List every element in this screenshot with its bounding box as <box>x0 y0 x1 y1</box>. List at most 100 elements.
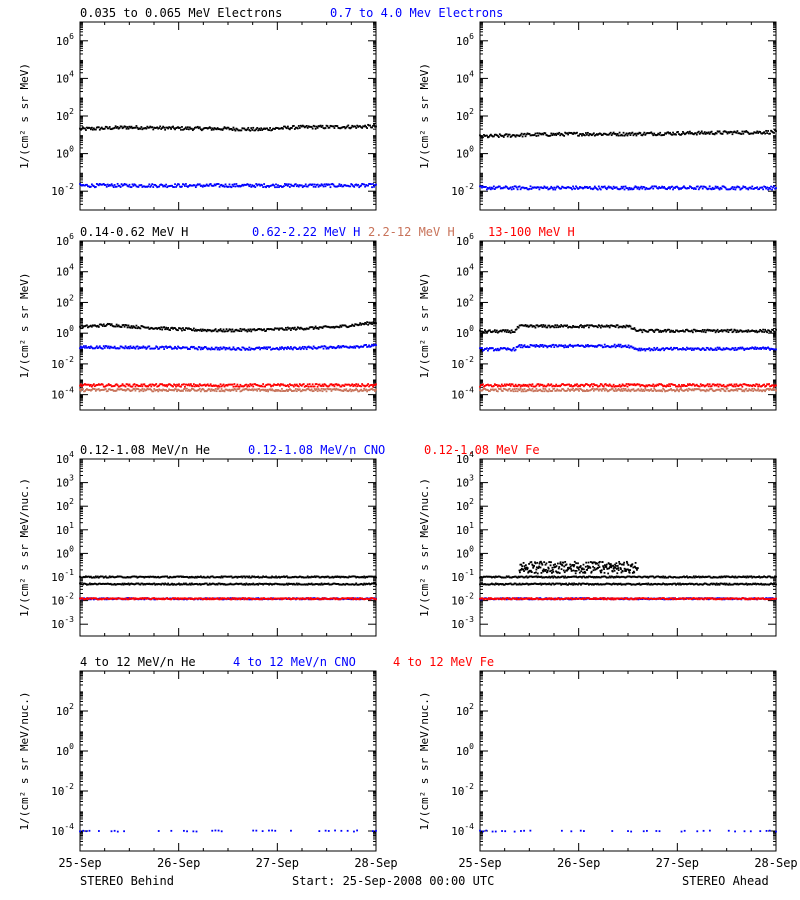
data-point <box>561 325 564 328</box>
data-point <box>235 385 238 388</box>
data-point <box>299 348 302 351</box>
data-point <box>578 187 580 190</box>
data-point <box>761 385 764 387</box>
data-point <box>107 582 110 585</box>
data-point <box>341 389 344 392</box>
data-point <box>187 126 189 129</box>
data-point <box>505 185 508 188</box>
data-point <box>596 326 599 329</box>
y-tick-label: 102 <box>456 107 474 123</box>
data-point <box>726 384 729 387</box>
data-point <box>599 132 602 135</box>
data-point <box>106 576 109 579</box>
data-point <box>211 329 214 332</box>
data-point <box>91 384 94 387</box>
data-point <box>345 325 348 328</box>
series-label: 0.12-1.08 MeV Fe <box>424 443 540 457</box>
data-point <box>620 325 623 328</box>
data-point <box>710 387 713 390</box>
data-point <box>196 183 199 186</box>
data-point <box>220 388 223 390</box>
data-point <box>748 330 751 333</box>
data-point <box>672 383 674 386</box>
data-point <box>94 128 97 131</box>
data-point <box>143 185 146 188</box>
data-point <box>664 348 667 350</box>
data-point <box>268 129 270 132</box>
data-point <box>115 347 118 350</box>
data-point <box>502 136 505 138</box>
data-point <box>614 388 617 390</box>
data-point <box>147 185 150 188</box>
data-point <box>523 388 526 390</box>
data-point <box>270 348 272 351</box>
data-point <box>352 324 355 327</box>
data-point <box>559 389 562 392</box>
data-point <box>684 133 686 136</box>
data-point <box>738 186 741 189</box>
data-point <box>150 385 153 388</box>
data-point <box>504 185 507 188</box>
data-point <box>358 186 361 189</box>
data-point <box>550 383 553 386</box>
data-point <box>199 348 202 351</box>
data-point <box>178 183 180 186</box>
data-point <box>768 132 770 135</box>
data-point <box>607 324 610 327</box>
data-point <box>100 389 103 391</box>
data-point <box>230 583 233 586</box>
data-point <box>365 388 368 391</box>
data-point <box>154 184 157 186</box>
data-point <box>518 324 521 327</box>
data-point <box>362 125 365 128</box>
data-point <box>105 345 108 348</box>
data-point <box>505 133 508 136</box>
data-point <box>234 129 237 132</box>
data-point <box>170 128 172 130</box>
data-point <box>526 132 529 135</box>
data-point <box>199 384 202 387</box>
data-point <box>93 324 96 327</box>
data-point <box>612 383 615 386</box>
data-point <box>190 384 193 387</box>
data-point <box>279 346 281 349</box>
data-point <box>162 326 165 329</box>
data-point <box>772 329 774 331</box>
data-point <box>206 389 209 392</box>
data-point <box>125 576 128 579</box>
data-point <box>196 583 199 586</box>
data-point <box>366 583 368 586</box>
data-point <box>132 583 135 586</box>
data-point <box>88 575 90 578</box>
data-point <box>100 347 103 350</box>
data-point <box>719 390 722 392</box>
data-point <box>93 388 96 391</box>
data-point <box>186 383 188 386</box>
data-point <box>716 388 719 391</box>
data-point <box>185 383 187 386</box>
data-point <box>180 327 182 330</box>
data-point <box>142 583 145 586</box>
data-point <box>610 345 613 348</box>
data-point <box>282 328 284 331</box>
data-point <box>220 329 223 332</box>
data-point <box>272 183 274 186</box>
data-point <box>328 326 331 329</box>
data-point <box>528 387 531 390</box>
data-point <box>90 325 93 328</box>
data-point <box>620 385 623 387</box>
data-point <box>527 188 530 191</box>
data-point <box>86 388 88 390</box>
data-point <box>657 132 660 135</box>
data-point <box>587 187 589 189</box>
data-point <box>219 390 222 393</box>
data-point <box>241 127 244 130</box>
data-point <box>509 389 512 392</box>
data-point <box>256 127 259 129</box>
data-point <box>756 331 759 334</box>
data-point <box>369 345 371 348</box>
data-point <box>364 385 367 388</box>
data-point <box>266 348 269 351</box>
data-point <box>686 187 689 189</box>
data-point <box>641 187 644 190</box>
